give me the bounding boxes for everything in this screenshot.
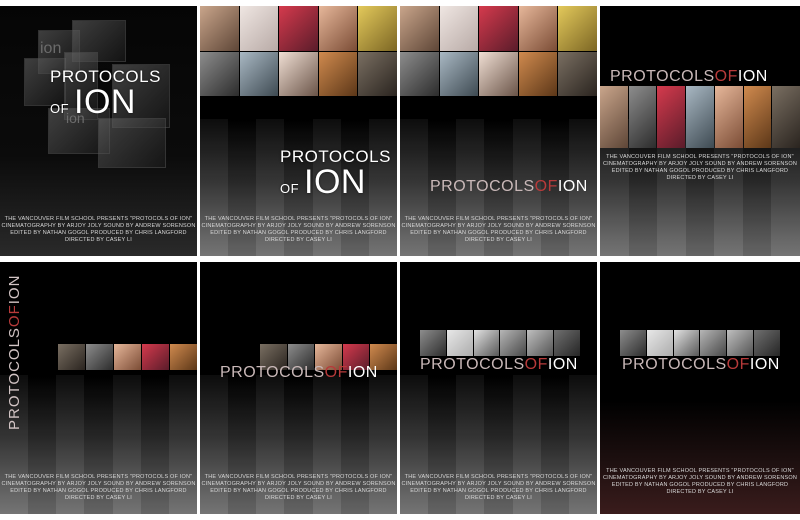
credit-line: EDITED BY NATHAN GOGOL PRODUCED BY CHRIS… [210, 230, 387, 236]
photo-frame [112, 64, 170, 128]
title-ion: ION [347, 364, 378, 381]
poster-title: PROTOCOLSOFION [622, 356, 780, 374]
poster-6: PROTOCOLSOFION THE VANCOUVER FILM SCHOOL… [200, 262, 397, 514]
credit-line: EDITED BY NATHAN GOGOL PRODUCED BY CHRIS… [611, 482, 789, 488]
title-protocols: PROTOCOLS [220, 364, 325, 381]
title-of: OF [726, 356, 750, 373]
credit-line: DIRECTED BY CASEY LI [264, 237, 333, 243]
title-protocols: PROTOCOLS [50, 67, 161, 86]
poster-title: PROTOCOLS OF ION [280, 148, 391, 199]
credit-line: THE VANCOUVER FILM SCHOOL PRESENTS "PROT… [606, 468, 794, 474]
title-of: OF [6, 304, 23, 328]
title-ion: ION [6, 274, 23, 305]
credit-line: CINEMATOGRAPHY BY ARJOY JOLY SOUND BY AN… [1, 223, 196, 229]
credit-line: CINEMATOGRAPHY BY ARJOY JOLY SOUND BY AN… [602, 161, 798, 167]
credit-line: THE VANCOUVER FILM SCHOOL PRESENTS "PROT… [204, 216, 393, 222]
photo-frame [24, 58, 66, 106]
poster-1: ion ion PROTOCOLS OF ION THE VANCOUVER F… [0, 6, 197, 256]
poster-3: PROTOCOLSOFION THE VANCOUVER FILM SCHOOL… [400, 6, 597, 256]
credit-line: DIRECTED BY CASEY LI [666, 489, 734, 495]
credit-line: EDITED BY NATHAN GOGOL PRODUCED BY CHRIS… [410, 488, 587, 494]
credit-line: DIRECTED BY CASEY LI [64, 495, 133, 501]
photo-strip [420, 330, 580, 356]
credit-line: CINEMATOGRAPHY BY ARJOY JOLY SOUND BY AN… [401, 481, 596, 487]
title-protocols: PROTOCOLS [280, 147, 391, 166]
credit-line: THE VANCOUVER FILM SCHOOL PRESENTS "PROT… [4, 474, 193, 480]
poster-title: PROTOCOLSOFION [220, 364, 378, 382]
title-ion: ION [74, 83, 136, 121]
photo-collage [400, 6, 597, 96]
poster-title: PROTOCOLSOFION [6, 275, 23, 430]
poster-4: PROTOCOLSOFION THE VANCOUVER FILM SCHOOL… [600, 6, 800, 256]
title-protocols: PROTOCOLS [430, 178, 535, 195]
credit-line: CINEMATOGRAPHY BY ARJOY JOLY SOUND BY AN… [201, 223, 396, 229]
title-of: OF [50, 101, 70, 116]
credits: THE VANCOUVER FILM SCHOOL PRESENTS "PROT… [200, 216, 397, 244]
watermark-text: ion [66, 110, 85, 126]
title-of: OF [524, 356, 548, 373]
credit-line: CINEMATOGRAPHY BY ARJOY JOLY SOUND BY AN… [602, 475, 798, 481]
poster-title: PROTOCOLSOFION [420, 356, 578, 374]
credit-line: CINEMATOGRAPHY BY ARJOY JOLY SOUND BY AN… [201, 481, 396, 487]
credits: THE VANCOUVER FILM SCHOOL PRESENTS "PROT… [400, 216, 597, 244]
photo-strip [600, 86, 800, 148]
credits: THE VANCOUVER FILM SCHOOL PRESENTS "PROT… [200, 474, 397, 502]
poster-8: PROTOCOLSOFION THE VANCOUVER FILM SCHOOL… [600, 262, 800, 514]
title-protocols: PROTOCOLS [420, 356, 525, 373]
photo-strip [260, 344, 397, 370]
credit-line: EDITED BY NATHAN GOGOL PRODUCED BY CHRIS… [410, 230, 587, 236]
poster-title: PROTOCOLSOFION [430, 178, 588, 196]
poster-5: PROTOCOLSOFION THE VANCOUVER FILM SCHOOL… [0, 262, 197, 514]
poster-2: PROTOCOLS OF ION THE VANCOUVER FILM SCHO… [200, 6, 397, 256]
credit-line: THE VANCOUVER FILM SCHOOL PRESENTS "PROT… [404, 474, 593, 480]
title-ion: ION [547, 356, 578, 373]
credit-line: EDITED BY NATHAN GOGOL PRODUCED BY CHRIS… [10, 230, 187, 236]
credit-line: EDITED BY NATHAN GOGOL PRODUCED BY CHRIS… [10, 488, 187, 494]
photo-strip [620, 330, 780, 356]
photo-collage [200, 6, 397, 96]
title-protocols: PROTOCOLS [622, 356, 727, 373]
photo-strip [58, 344, 197, 370]
title-ion: ION [749, 356, 780, 373]
title-of: OF [280, 181, 300, 196]
credit-line: THE VANCOUVER FILM SCHOOL PRESENTS "PROT… [606, 154, 794, 160]
credits: THE VANCOUVER FILM SCHOOL PRESENTS "PROT… [600, 154, 800, 182]
photo-frame [98, 118, 166, 168]
credit-line: EDITED BY NATHAN GOGOL PRODUCED BY CHRIS… [611, 168, 789, 174]
title-ion: ION [737, 68, 768, 85]
poster-title: PROTOCOLS OF ION [50, 68, 161, 119]
credit-line: DIRECTED BY CASEY LI [264, 495, 333, 501]
watermark-text: ion [40, 40, 62, 57]
title-of: OF [714, 68, 738, 85]
credit-line: CINEMATOGRAPHY BY ARJOY JOLY SOUND BY AN… [1, 481, 196, 487]
title-ion: ION [304, 163, 366, 201]
credit-line: DIRECTED BY CASEY LI [64, 237, 133, 243]
credit-line: DIRECTED BY CASEY LI [464, 237, 533, 243]
credit-line: DIRECTED BY CASEY LI [666, 175, 734, 181]
title-protocols: PROTOCOLS [6, 327, 23, 430]
credit-line: THE VANCOUVER FILM SCHOOL PRESENTS "PROT… [204, 474, 393, 480]
credits: THE VANCOUVER FILM SCHOOL PRESENTS "PROT… [400, 474, 597, 502]
title-protocols: PROTOCOLS [610, 68, 715, 85]
title-ion: ION [557, 178, 588, 195]
credit-line: CINEMATOGRAPHY BY ARJOY JOLY SOUND BY AN… [401, 223, 596, 229]
credit-line: EDITED BY NATHAN GOGOL PRODUCED BY CHRIS… [210, 488, 387, 494]
credits: THE VANCOUVER FILM SCHOOL PRESENTS "PROT… [0, 474, 197, 502]
poster-title: PROTOCOLSOFION [610, 68, 768, 86]
credit-line: THE VANCOUVER FILM SCHOOL PRESENTS "PROT… [404, 216, 593, 222]
title-of: OF [534, 178, 558, 195]
poster-7: PROTOCOLSOFION THE VANCOUVER FILM SCHOOL… [400, 262, 597, 514]
credit-line: DIRECTED BY CASEY LI [464, 495, 533, 501]
credits: THE VANCOUVER FILM SCHOOL PRESENTS "PROT… [0, 216, 197, 244]
credit-line: THE VANCOUVER FILM SCHOOL PRESENTS "PROT… [4, 216, 193, 222]
credits: THE VANCOUVER FILM SCHOOL PRESENTS "PROT… [600, 468, 800, 496]
title-of: OF [324, 364, 348, 381]
